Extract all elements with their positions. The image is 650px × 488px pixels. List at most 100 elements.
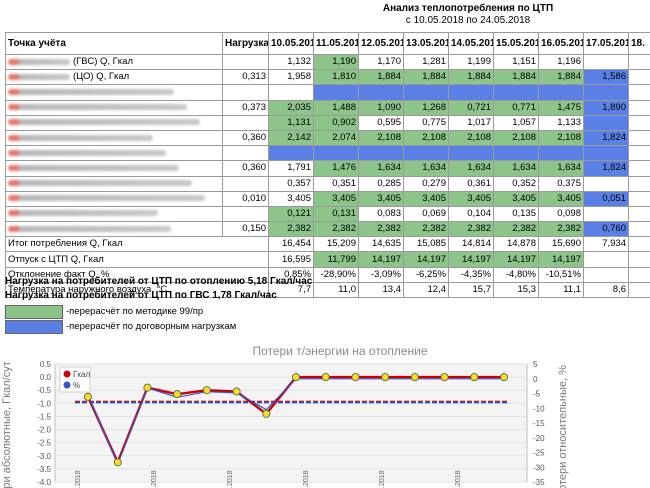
row-value: 1,190 (313, 53, 359, 71)
chart-legend: Гкал % (59, 366, 91, 393)
row-value (628, 160, 650, 177)
row-load (222, 205, 269, 223)
data-point (470, 373, 479, 382)
summary-value: 15,085 (403, 236, 449, 253)
row-value: 0,135 (493, 205, 539, 223)
row-value (583, 84, 629, 101)
row-value: 1,281 (403, 53, 449, 71)
y-tick-left: 0.0 (40, 373, 52, 382)
summary-row: Итог потребления Q, Гкал 16,454 15,209 14,6… (5, 236, 650, 253)
row-value: 1,958 (268, 69, 314, 86)
row-value: 2,142 (268, 129, 314, 147)
row-load: 0,360 (222, 160, 269, 177)
redacted-text (8, 58, 70, 65)
summary-value: -6,25% (403, 266, 449, 283)
header-date: 17.05.2018 (583, 32, 629, 55)
summary-row: Температура наружного воздуха, °С 7,7 11,0… (5, 281, 650, 299)
header-date: 13.05.2018 (403, 32, 449, 55)
row-value: 1,890 (583, 99, 629, 116)
x-tick-label: .2018 (227, 470, 234, 488)
row-point-name (5, 175, 223, 192)
row-value: 0,771 (493, 99, 539, 116)
row-value: 1,151 (493, 53, 539, 71)
legend-gkal-marker (63, 370, 71, 378)
report-subtitle: с 10.05.2018 по 24.05.2018 (405, 15, 531, 26)
header-date: 10.05.2018 (268, 32, 314, 55)
summary-value: 14,814 (448, 236, 494, 253)
legend-blue-label: -перерасчёт по договорным нагрузкам (66, 321, 237, 332)
row-value: 3,405 (358, 190, 404, 207)
table-row: (ГВС) Q, Гкал 1,132 1,190 1,170 1,281 1,199 1,… (5, 53, 650, 71)
summary-row: Отпуск с ЦТП Q, Гкал 16,595 11,799 14,197 14… (5, 251, 650, 268)
row-value (628, 69, 650, 86)
row-load: 0,150 (222, 221, 269, 238)
summary-value: 15,3 (493, 281, 539, 299)
x-tick-label: .2018 (75, 470, 82, 488)
data-point (262, 409, 271, 418)
row-value: 1,017 (448, 114, 494, 131)
summary-value: 14,878 (493, 236, 539, 253)
row-value (628, 175, 650, 192)
redacted-text (8, 210, 158, 217)
summary-value: 14,197 (538, 251, 584, 268)
data-point (84, 392, 93, 401)
table-row: 0,010 3,405 3,405 3,405 3,405 3,405 3,405 3,405… (5, 190, 650, 207)
summary-label: Итог потребления Q, Гкал (5, 236, 269, 253)
row-load (222, 53, 269, 71)
row-load: 0,360 (222, 129, 269, 147)
x-tick-label: .2018 (379, 470, 386, 488)
row-value: 0,051 (583, 190, 629, 207)
report-title: Анализ теплопотребления по ЦТП (382, 3, 554, 14)
summary-value: 14,197 (358, 251, 404, 268)
row-value: 2,108 (493, 129, 539, 147)
row-value (628, 99, 650, 116)
y-axis-left-label: ери абсолютные, Гкал/сут (1, 361, 13, 488)
row-value: 0,104 (448, 205, 494, 223)
row-value: 2,382 (448, 221, 494, 238)
row-value: 1,884 (493, 69, 539, 86)
summary-value (628, 281, 650, 299)
y-tick-right: 0 (533, 375, 538, 384)
row-value: 1,634 (538, 160, 584, 177)
row-value (628, 145, 650, 162)
row-value: 1,884 (358, 69, 404, 86)
legend-green-swatch (5, 305, 63, 319)
summary-value: 14,197 (448, 251, 494, 268)
row-value: 1,884 (538, 69, 584, 86)
row-value (583, 205, 629, 223)
summary-value: 8,6 (583, 281, 629, 299)
row-value (448, 84, 494, 101)
consumption-table: Точка учётаНагрузка10.05.201811.05.20181… (5, 32, 650, 299)
row-value: 2,108 (538, 129, 584, 147)
row-load (222, 175, 269, 192)
row-value (313, 145, 359, 162)
header-date: 14.05.2018 (448, 32, 494, 55)
row-value (628, 84, 650, 101)
y-tick-left: -0.5 (37, 386, 51, 395)
redacted-text (8, 88, 174, 95)
row-value: 1,476 (313, 160, 359, 177)
row-point-name (5, 205, 223, 223)
row-value (628, 221, 650, 238)
row-value: 3,405 (268, 190, 314, 207)
row-load (222, 145, 269, 162)
row-value: 1,268 (403, 99, 449, 116)
row-value (538, 84, 584, 101)
summary-value: -4,35% (448, 266, 494, 283)
table-row: 0,360 1,791 1,476 1,634 1,634 1,634 1,634 1,634… (5, 160, 650, 177)
row-value: 0,902 (313, 114, 359, 131)
data-point (440, 373, 449, 382)
chart-title: Потери т/энергии на отопление (252, 344, 427, 358)
summary-value: -4,80% (493, 266, 539, 283)
y-tick-right: -10 (533, 404, 545, 413)
row-point-name (5, 114, 223, 131)
data-point (291, 373, 300, 382)
row-value: 1,810 (313, 69, 359, 86)
summary-value (628, 266, 650, 283)
row-value: 3,405 (403, 190, 449, 207)
row-value: 3,405 (493, 190, 539, 207)
row-point-name (5, 160, 223, 177)
y-tick-left: -1.0 (37, 399, 51, 408)
row-value: 0,721 (448, 99, 494, 116)
row-value: 2,382 (358, 221, 404, 238)
